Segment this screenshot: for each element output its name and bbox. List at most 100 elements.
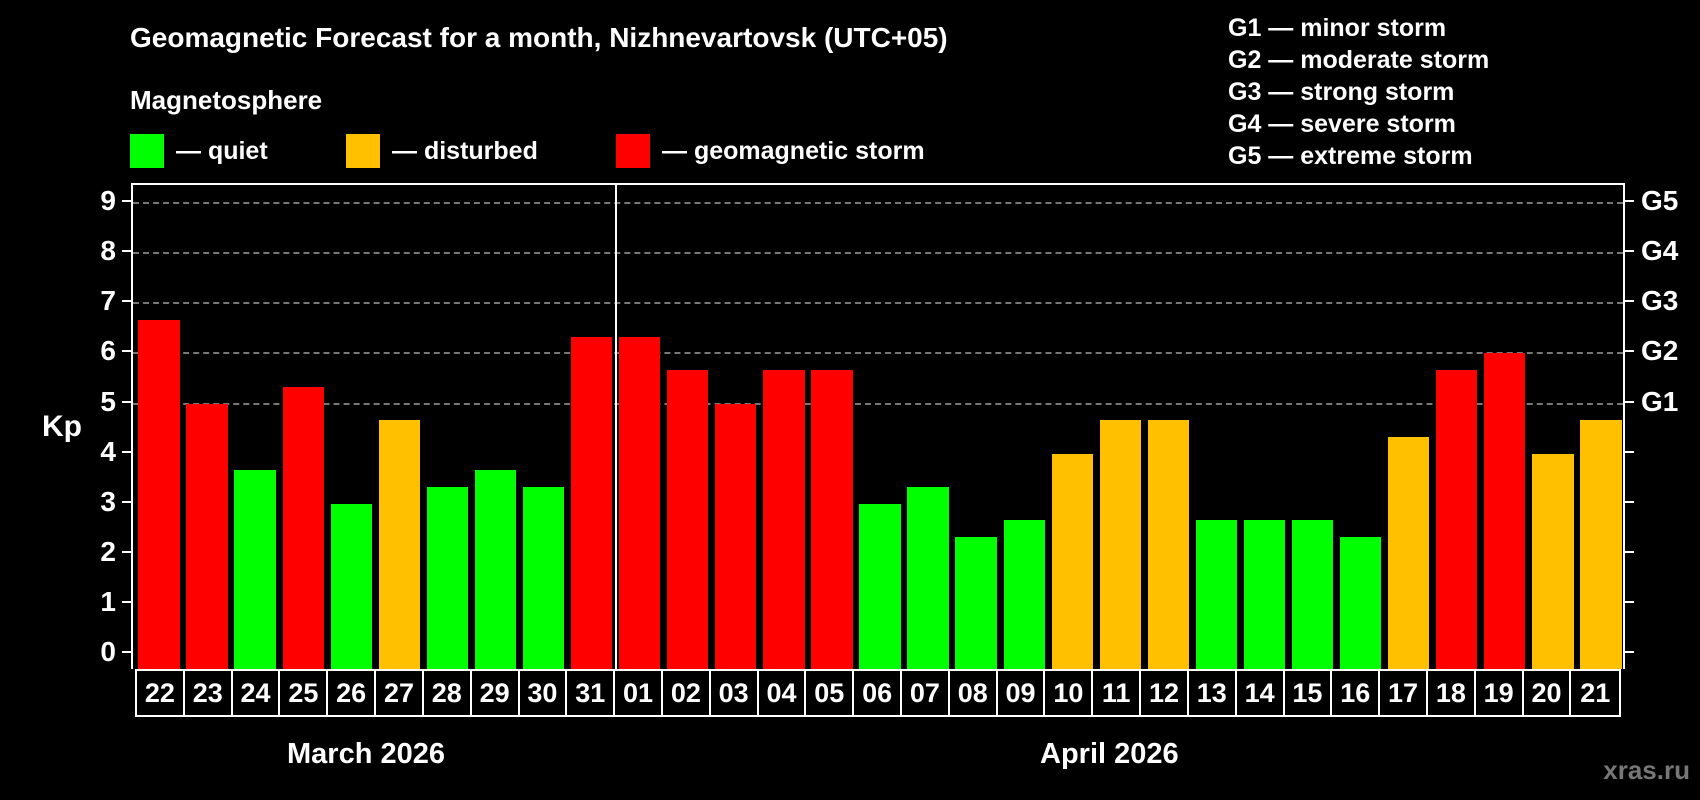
g4-legend: G4 — severe storm (1228, 110, 1456, 138)
quiet-swatch-icon (130, 134, 164, 168)
right-tick (1625, 450, 1634, 453)
date-cell: 09 (998, 671, 1046, 715)
y-tick (122, 400, 131, 403)
g-scale-label: G4 (1641, 235, 1679, 267)
g1-legend: G1 — minor storm (1228, 14, 1447, 42)
date-cell: 18 (1428, 671, 1476, 715)
kp-bar-11 (1099, 420, 1141, 669)
g3-legend: G3 — strong storm (1228, 78, 1455, 106)
kp-bar-12 (1147, 420, 1190, 669)
g-scale-label: G5 (1641, 185, 1679, 217)
y-tick-label: 3 (100, 485, 116, 517)
kp-bar-17 (1388, 437, 1430, 669)
kp-bar-09 (1003, 520, 1045, 669)
date-cell: 05 (806, 671, 855, 715)
month-divider (614, 185, 617, 669)
date-cell: 08 (950, 671, 998, 715)
kp-bar-15 (1291, 520, 1334, 669)
date-cell: 16 (1332, 671, 1381, 715)
date-cell: 06 (854, 671, 902, 715)
storm-swatch-icon (616, 134, 650, 168)
right-tick (1625, 550, 1634, 553)
y-tick-label: 6 (100, 335, 116, 367)
date-cell: 02 (663, 671, 711, 715)
date-cell: 19 (1476, 671, 1524, 715)
kp-bar-08 (955, 537, 997, 669)
y-tick (122, 651, 131, 653)
y-tick-label: 1 (100, 585, 116, 617)
date-cell: 29 (472, 671, 520, 715)
g-scale-label: G2 (1641, 335, 1679, 367)
date-cell: 11 (1093, 671, 1142, 715)
kp-bar-14 (1243, 520, 1286, 669)
date-cell: 14 (1237, 671, 1285, 715)
y-axis-label: Kp (42, 410, 82, 443)
kp-bar-01 (619, 336, 661, 669)
right-tick (1625, 300, 1634, 303)
disturbed-swatch-icon (346, 134, 380, 168)
date-cell: 26 (328, 671, 377, 715)
gridline (133, 402, 1623, 405)
date-cell: 23 (185, 671, 233, 715)
date-cell: 27 (376, 671, 424, 715)
y-tick (122, 450, 131, 453)
date-axis: 22 23 24 25 26 27 28 29 30 31 01 02 03 04 05 06 07 08 09 10… (135, 669, 1621, 717)
y-tick (122, 600, 131, 603)
kp-bar-06 (859, 503, 901, 669)
right-tick (1625, 651, 1634, 653)
legend-quiet: — quiet (130, 134, 268, 168)
date-cell: 22 (137, 671, 185, 715)
g-scale-label: G1 (1641, 385, 1679, 417)
date-cell: 03 (711, 671, 759, 715)
gridline (133, 202, 1623, 205)
kp-bar-18 (1436, 369, 1478, 669)
kp-bar-31 (570, 336, 613, 669)
y-tick-label: 4 (100, 435, 116, 467)
chart-title: Geomagnetic Forecast for a month, Nizhne… (130, 22, 948, 53)
g-scale-label: G3 (1641, 285, 1679, 317)
y-tick (122, 300, 131, 303)
month-label-april: April 2026 (1040, 738, 1179, 770)
watermark: xras.ru (1603, 755, 1690, 785)
legend-disturbed: — disturbed (346, 134, 538, 168)
kp-bar-29 (474, 470, 517, 669)
date-cell: 20 (1524, 671, 1572, 715)
legend-quiet-label: — quiet (176, 136, 268, 165)
y-tick (122, 250, 131, 253)
kp-bar-19 (1484, 353, 1526, 669)
date-cell: 17 (1380, 671, 1428, 715)
kp-bar-26 (330, 503, 372, 669)
kp-bar-02 (667, 369, 709, 669)
kp-bar-21 (1580, 420, 1622, 669)
y-tick (122, 350, 131, 353)
y-tick (122, 200, 131, 203)
date-cell: 01 (615, 671, 663, 715)
kp-bar-23 (186, 403, 228, 669)
date-cell: 12 (1141, 671, 1189, 715)
kp-bar-28 (426, 487, 469, 669)
kp-bar-22 (138, 319, 180, 669)
date-cell: 04 (759, 671, 807, 715)
y-tick-label: 9 (100, 185, 116, 217)
kp-bar-25 (282, 386, 324, 669)
month-label-march: March 2026 (287, 738, 445, 770)
right-tick (1625, 350, 1634, 353)
right-tick (1625, 250, 1634, 253)
g2-legend: G2 — moderate storm (1228, 46, 1490, 74)
y-tick-label: 0 (100, 636, 116, 667)
kp-bar-30 (522, 487, 565, 669)
date-cell: 24 (233, 671, 281, 715)
date-cell: 25 (280, 671, 329, 715)
gridline (133, 352, 1623, 355)
kp-bar-10 (1051, 453, 1093, 669)
y-tick (122, 550, 131, 553)
legend-disturbed-label: — disturbed (392, 136, 538, 165)
date-cell: 15 (1285, 671, 1333, 715)
kp-bar-20 (1532, 453, 1574, 669)
y-tick-label: 2 (100, 535, 116, 567)
date-cell: 13 (1189, 671, 1237, 715)
g-scale-legend: G1 — minor storm G2 — moderate storm G3 … (1228, 12, 1489, 172)
y-tick-label: 8 (100, 235, 116, 267)
date-cell: 21 (1580, 677, 1611, 708)
date-cell: 10 (1045, 671, 1094, 715)
